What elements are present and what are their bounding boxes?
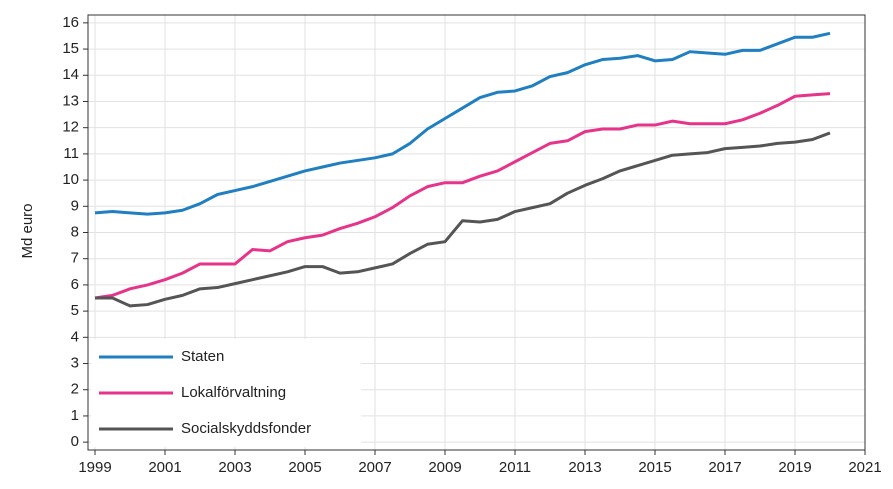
y-tick-label: 11 — [63, 145, 79, 162]
y-tick-label: 7 — [71, 250, 79, 267]
plot-frame — [87, 14, 866, 451]
x-tick-label: 2021 — [848, 459, 881, 476]
x-tick-label: 2013 — [568, 459, 601, 476]
y-tick-label: 15 — [62, 40, 79, 57]
y-tick-label: 5 — [71, 302, 79, 319]
x-tick-label: 2003 — [218, 459, 251, 476]
x-tick-label: 2001 — [148, 459, 181, 476]
y-tick-label: 14 — [62, 66, 79, 83]
x-tick-label: 2005 — [288, 459, 321, 476]
y-tick-label: 2 — [71, 381, 79, 398]
y-tick-label: 16 — [62, 14, 79, 31]
x-tick-label: 2011 — [499, 459, 531, 476]
legend-label: Lokalförvaltning — [181, 384, 286, 401]
legend-label: Socialskyddsfonder — [181, 420, 311, 437]
y-tick-label: 4 — [71, 328, 79, 345]
y-tick-label: 10 — [62, 171, 79, 188]
y-tick-label: 1 — [71, 407, 79, 424]
y-axis-label: Md euro — [19, 203, 36, 258]
x-tick-label: 2009 — [428, 459, 461, 476]
line — [94, 92, 831, 300]
x-tick-label: 1999 — [78, 459, 111, 476]
y-tick-label: 8 — [71, 223, 79, 240]
x-tick-label: 2015 — [638, 459, 671, 476]
x-tick-label: 2007 — [358, 459, 391, 476]
y-tick-label: 0 — [71, 433, 79, 450]
y-tick-label: 9 — [71, 197, 79, 214]
line — [94, 31, 831, 216]
line — [95, 131, 831, 308]
y-tick-label: 3 — [71, 354, 79, 371]
x-tick-label: 2019 — [778, 459, 811, 476]
legend-label: Staten — [181, 348, 224, 365]
y-tick-label: 13 — [62, 92, 79, 109]
x-tick-label: 2017 — [708, 459, 741, 476]
y-tick-label: 12 — [62, 119, 79, 136]
y-tick-label: 6 — [71, 276, 79, 293]
